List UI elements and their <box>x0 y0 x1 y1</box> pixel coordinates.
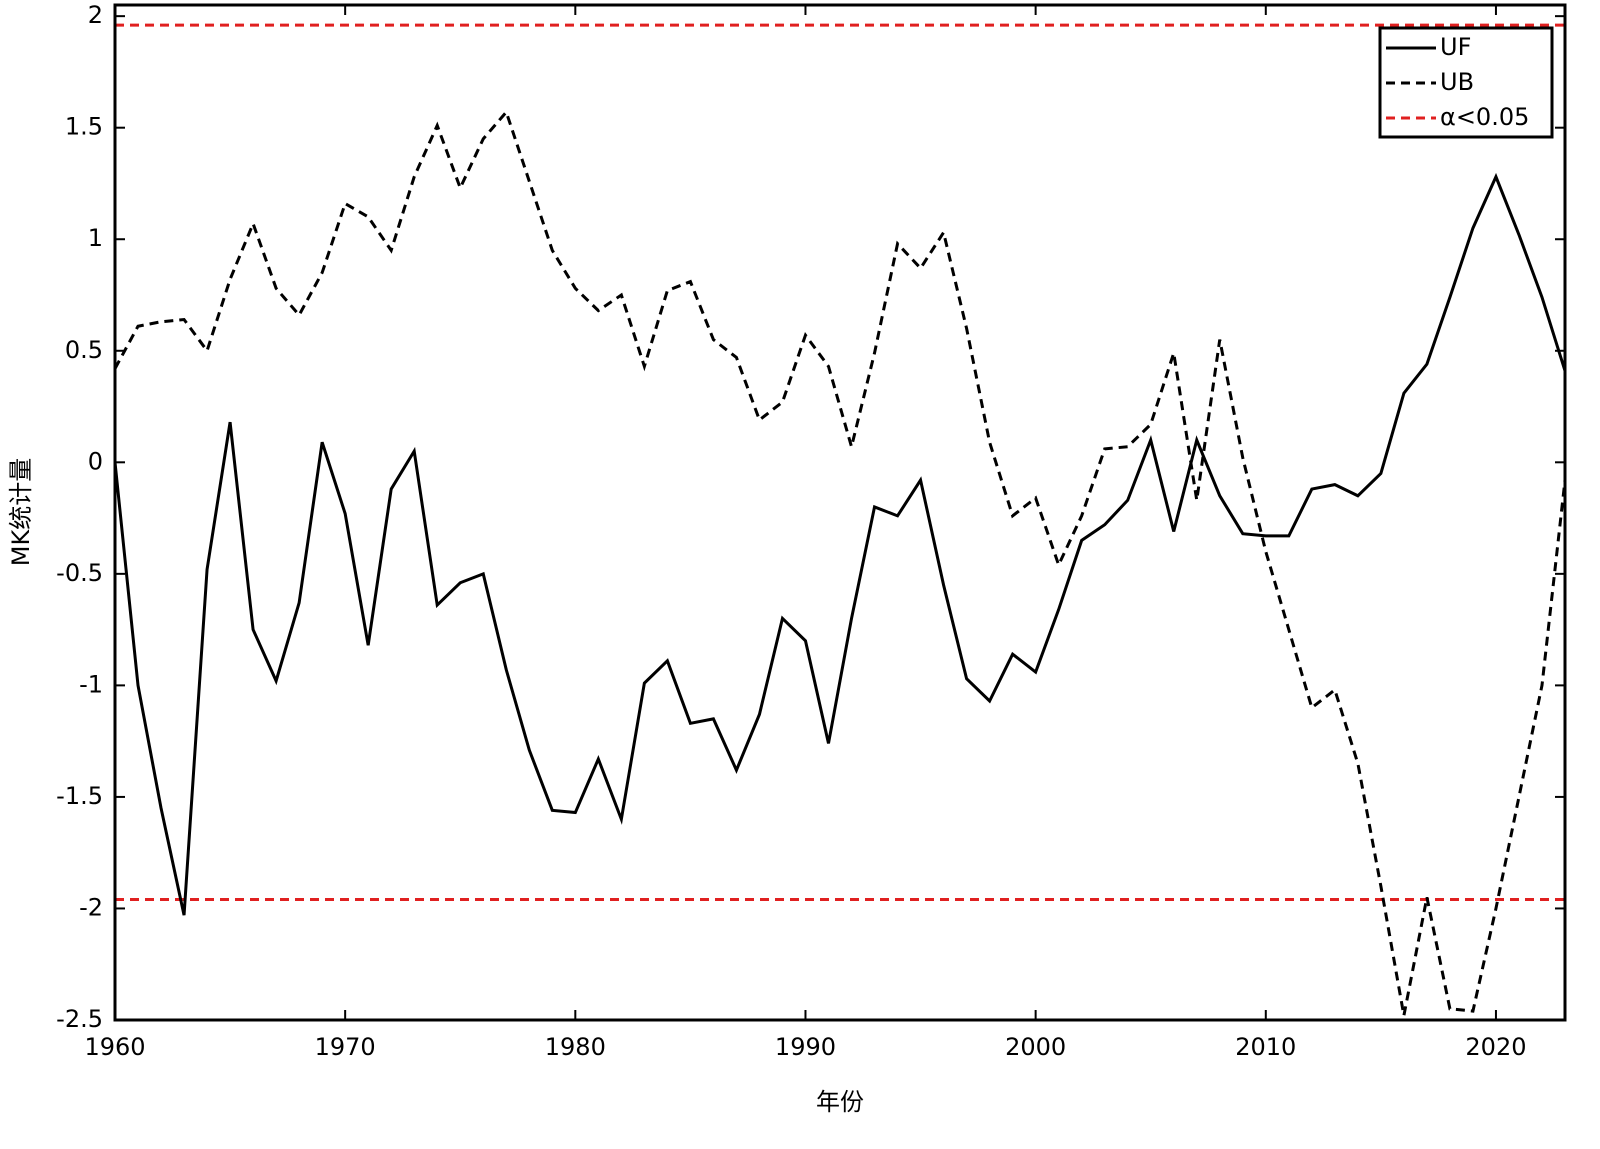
legend-label: UB <box>1440 68 1474 96</box>
series-line <box>113 109 1567 1016</box>
y-tick-label: 0.5 <box>65 336 103 364</box>
series-line <box>113 172 1567 916</box>
y-tick-label: -2 <box>79 893 103 921</box>
x-tick-label: 1990 <box>775 1033 836 1061</box>
x-axis-label: 年份 <box>816 1088 864 1116</box>
x-tick-label: 2000 <box>1005 1033 1066 1061</box>
x-tick-label: 2020 <box>1465 1033 1526 1061</box>
y-tick-label: -0.5 <box>56 559 103 587</box>
x-tick-label: 1980 <box>545 1033 606 1061</box>
y-tick-label: 1 <box>88 224 103 252</box>
y-tick-label: 0 <box>88 447 103 475</box>
y-tick-label: -1 <box>79 670 103 698</box>
plot-frame <box>113 3 1567 1022</box>
y-axis-label: MK统计量 <box>7 458 35 566</box>
y-tick-label: 2 <box>88 1 103 29</box>
x-tick-label: 1970 <box>315 1033 376 1061</box>
y-tick-label: -2.5 <box>56 1005 103 1033</box>
x-tick-label: 2010 <box>1235 1033 1296 1061</box>
legend-label: α<0.05 <box>1440 103 1529 131</box>
y-tick-label: -1.5 <box>56 782 103 810</box>
legend-label: UF <box>1440 33 1471 61</box>
x-tick-label: 1960 <box>84 1033 145 1061</box>
y-tick-label: 1.5 <box>65 113 103 141</box>
